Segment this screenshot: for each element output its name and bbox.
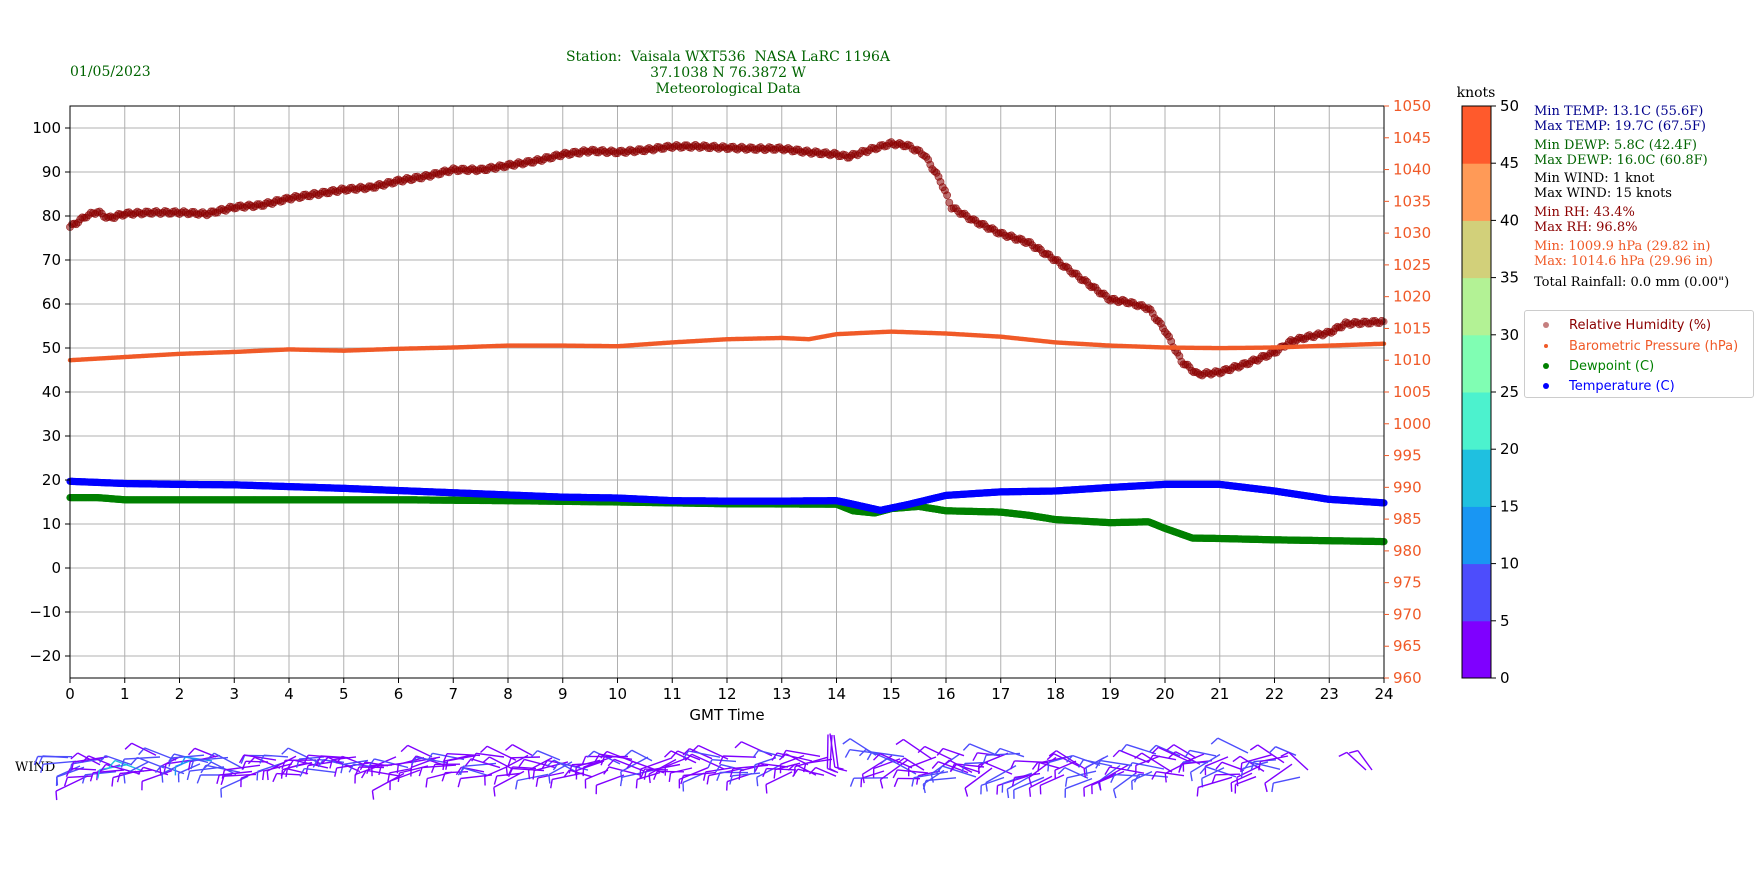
legend-rh-marker: [1543, 322, 1549, 328]
max-dewp-stat: Max DEWP: 16.0C (60.8F): [1534, 153, 1708, 168]
legend-temperature-label: Temperature (C): [1569, 378, 1675, 394]
legend-pressure-marker: [1544, 344, 1548, 348]
rh-point: [943, 191, 951, 200]
legend-item-rh: Relative Humidity (%): [1543, 316, 1711, 334]
plot-grid: [70, 106, 1384, 678]
stats-block: Min TEMP: 13.1C (55.6F) Max TEMP: 19.7C …: [1534, 104, 1729, 290]
max-rh-stat: Max RH: 96.8%: [1534, 220, 1638, 235]
legend-pressure-label: Barometric Pressure (hPa): [1569, 338, 1739, 354]
min-wind-stat: Min WIND: 1 knot: [1534, 171, 1655, 186]
max-temp-stat: Max TEMP: 19.7C (67.5F): [1534, 119, 1706, 134]
title-block: Station: Vaisala WXT536 NASA LaRC 1196A …: [448, 49, 1008, 97]
min-dewp-stat: Min DEWP: 5.8C (42.4F): [1534, 138, 1697, 153]
legend-temperature-marker: [1543, 383, 1549, 389]
legend-dewpoint-marker: [1543, 363, 1549, 369]
rainfall-stat: Total Rainfall: 0.0 mm (0.00"): [1534, 275, 1730, 290]
station-coords: 37.1038 N 76.3872 W: [650, 65, 806, 81]
chart-subtitle: Meteorological Data: [655, 81, 801, 97]
date-label: 01/05/2023: [70, 64, 151, 80]
series-rh: [66, 138, 1388, 380]
legend-item-temperature: Temperature (C): [1543, 377, 1675, 395]
series-pressure: [67, 329, 1387, 363]
legend: Relative Humidity (%) Barometric Pressur…: [1524, 310, 1754, 398]
legend-item-pressure: Barometric Pressure (hPa): [1543, 337, 1738, 355]
min-rh-stat: Min RH: 43.4%: [1534, 205, 1635, 220]
legend-dewpoint-label: Dewpoint (C): [1569, 358, 1655, 374]
min-temp-stat: Min TEMP: 13.1C (55.6F): [1534, 104, 1704, 119]
min-pres-stat: Min: 1009.9 hPa (29.82 in): [1534, 239, 1711, 254]
max-wind-stat: Max WIND: 15 knots: [1534, 186, 1672, 201]
legend-item-dewpoint: Dewpoint (C): [1543, 357, 1654, 375]
legend-rh-label: Relative Humidity (%): [1569, 317, 1712, 333]
station-title: Station: Vaisala WXT536 NASA LaRC 1196A: [565, 49, 891, 65]
plot-series: [66, 138, 1388, 546]
max-pres-stat: Max: 1014.6 hPa (29.96 in): [1534, 254, 1713, 269]
